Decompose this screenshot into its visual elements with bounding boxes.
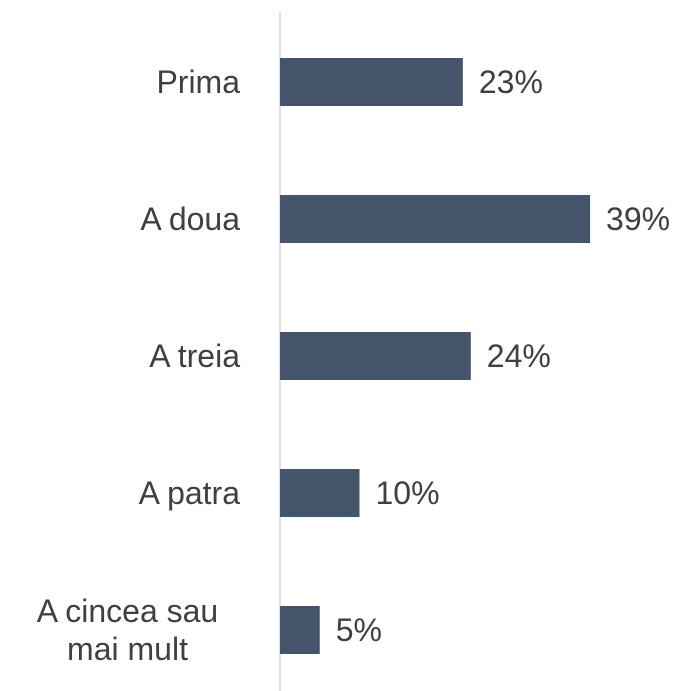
bar [280, 332, 471, 380]
category-label: A cincea sau mai mult [36, 593, 219, 667]
value-label: 5% [335, 612, 382, 648]
category-label: A treia [149, 338, 240, 374]
category-label: A patra [138, 475, 240, 511]
value-label: 23% [478, 64, 543, 100]
category-label: Prima [156, 64, 240, 100]
bar [280, 606, 320, 654]
bar [280, 469, 360, 517]
value-label: 39% [606, 201, 671, 237]
bar [280, 58, 463, 106]
value-label: 24% [486, 338, 551, 374]
value-label: 10% [375, 475, 440, 511]
bar [280, 195, 591, 243]
category-label: A doua [140, 201, 240, 237]
